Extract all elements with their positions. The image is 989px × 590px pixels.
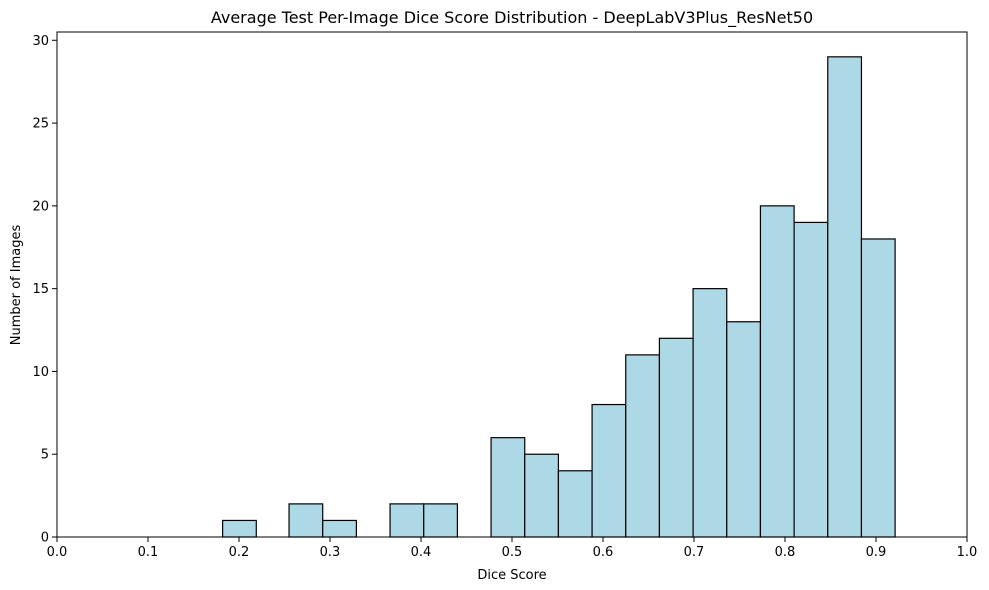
- x-tick-label: 0.8: [775, 545, 796, 560]
- x-tick-label: 0.1: [138, 545, 159, 560]
- histogram-bar: [827, 56, 863, 538]
- histogram-bar: [557, 470, 593, 538]
- histogram-bar: [389, 503, 425, 538]
- histogram-bar: [726, 321, 762, 538]
- histogram-bar: [322, 519, 357, 538]
- chart-title: Average Test Per-Image Dice Score Distri…: [211, 8, 813, 28]
- x-tick-label: 0.6: [593, 545, 614, 560]
- histogram-bar: [288, 503, 324, 538]
- x-tick-label: 0.2: [229, 545, 250, 560]
- y-tick-label: 25: [32, 117, 49, 132]
- y-axis-label: Number of Images: [9, 225, 24, 346]
- histogram-bar: [860, 238, 896, 538]
- y-tick-label: 15: [32, 282, 49, 297]
- y-axis-ticks: 0 5 10 15 20 25 30: [32, 34, 57, 546]
- x-tick-label: 0.4: [411, 545, 432, 560]
- histogram-bar: [692, 288, 728, 538]
- histogram-bar: [423, 503, 459, 538]
- x-tick-label: 0.5: [502, 545, 523, 560]
- x-axis-label: Dice Score: [477, 568, 546, 583]
- histogram-bar: [625, 354, 661, 538]
- x-tick-label: 0.3: [320, 545, 341, 560]
- x-tick-label: 0.7: [684, 545, 705, 560]
- y-tick-label: 10: [32, 365, 49, 380]
- x-axis-ticks: 0.0 0.1 0.2 0.3 0.4 0.5 0.6 0.7 0.8 0.9 1.0: [47, 537, 978, 560]
- y-tick-label: 20: [32, 199, 49, 214]
- histogram-bar: [524, 453, 560, 538]
- bars-group: [222, 56, 896, 538]
- y-tick-label: 30: [32, 34, 49, 49]
- x-tick-label: 1.0: [957, 545, 978, 560]
- histogram-bar: [591, 403, 627, 538]
- x-tick-label: 0.9: [866, 545, 887, 560]
- histogram-bar: [658, 337, 694, 538]
- y-tick-label: 5: [41, 448, 49, 463]
- histogram-bar: [490, 437, 526, 538]
- histogram-bar: [793, 221, 829, 538]
- x-tick-label: 0.0: [47, 545, 68, 560]
- plot-frame: [56, 31, 968, 538]
- histogram-bar: [759, 205, 795, 538]
- histogram-bar: [222, 519, 257, 538]
- y-tick-label: 0: [41, 531, 49, 546]
